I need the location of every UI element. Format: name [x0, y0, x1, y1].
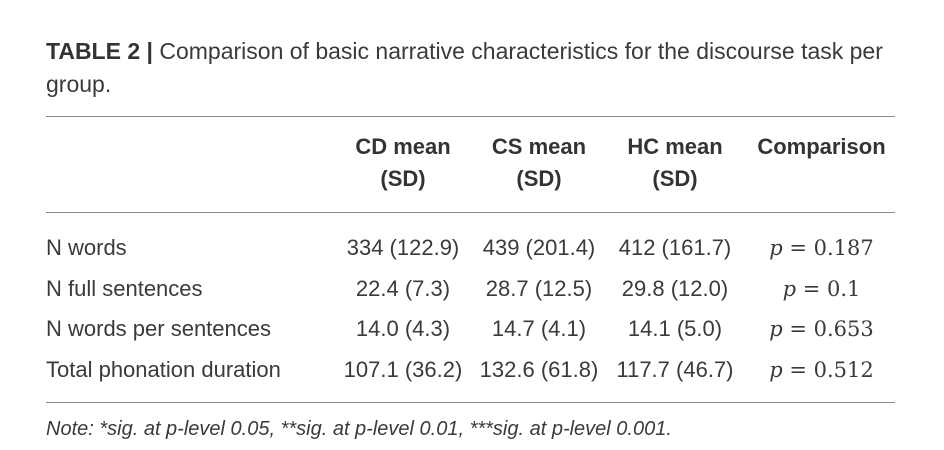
p-value: = 0.1 [796, 277, 861, 301]
cell-hc: 412 (161.7) [618, 235, 732, 260]
cell-cs: 439 (201.4) [482, 235, 596, 260]
cell-cs: 28.7 (12.5) [485, 276, 593, 301]
column-header-cd-line1: CD mean [355, 134, 451, 159]
caption-separator: | [146, 38, 153, 64]
row-label: N full sentences [46, 276, 203, 301]
p-value: = 0.187 [782, 236, 874, 260]
p-symbol: p [782, 277, 797, 301]
caption-text: Comparison of basic narrative characteri… [46, 38, 883, 97]
cell-cs: 132.6 (61.8) [479, 357, 599, 382]
p-value: = 0.653 [782, 317, 874, 341]
row-label: N words per sentences [46, 316, 271, 341]
p-symbol: p [769, 358, 783, 382]
column-header-cs: CS mean (SD) [476, 131, 602, 195]
cell-comparison: p = 0.1 [748, 274, 895, 304]
column-header-cd-line2: (SD) [380, 166, 426, 191]
table-caption: TABLE 2 | Comparison of basic narrative … [46, 35, 906, 101]
cell-cd: 107.1 (36.2) [343, 357, 463, 382]
row-label: N words [46, 235, 127, 260]
row-label: Total phonation duration [46, 357, 281, 382]
cell-comparison: p = 0.187 [748, 233, 895, 263]
column-header-comparison: Comparison [748, 131, 895, 163]
column-header-cs-line1: CS mean [491, 134, 587, 159]
cell-hc: 117.7 (46.7) [616, 357, 734, 382]
column-header-cs-line2: (SD) [516, 166, 562, 191]
column-header-cd: CD mean (SD) [340, 131, 466, 195]
table-note: Note: *sig. at p-level 0.05, **sig. at p… [46, 418, 672, 440]
table-top-rule [46, 116, 895, 117]
cell-cs: 14.7 (4.1) [491, 316, 587, 341]
cell-cd: 22.4 (7.3) [355, 276, 451, 301]
column-header-hc-line1: HC mean [627, 134, 723, 159]
table-header-rule [46, 212, 895, 213]
table-bottom-rule [46, 402, 895, 403]
p-symbol: p [769, 317, 783, 341]
p-value: = 0.512 [782, 358, 874, 382]
p-symbol: p [769, 236, 783, 260]
cell-hc: 14.1 (5.0) [627, 316, 723, 341]
cell-cd: 14.0 (4.3) [355, 316, 451, 341]
table-number: TABLE 2 [46, 38, 141, 64]
column-header-hc: HC mean (SD) [612, 131, 738, 195]
cell-comparison: p = 0.653 [748, 314, 895, 344]
column-header-hc-line2: (SD) [652, 166, 698, 191]
cell-hc: 29.8 (12.0) [621, 276, 729, 301]
cell-cd: 334 (122.9) [346, 235, 460, 260]
column-header-comparison-line1: Comparison [757, 134, 886, 159]
cell-comparison: p = 0.512 [748, 355, 895, 385]
